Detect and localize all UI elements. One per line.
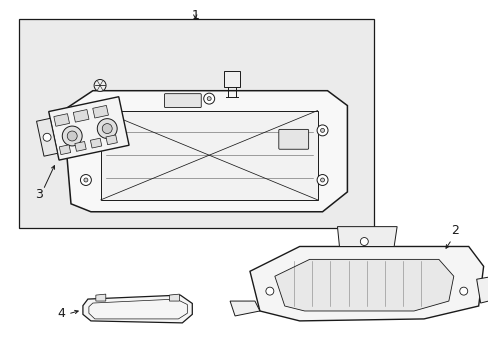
Polygon shape bbox=[90, 138, 102, 148]
Polygon shape bbox=[63, 91, 346, 212]
Circle shape bbox=[320, 178, 324, 182]
Text: 1: 1 bbox=[191, 9, 199, 22]
Polygon shape bbox=[337, 227, 396, 247]
Polygon shape bbox=[106, 135, 117, 145]
Text: 3: 3 bbox=[35, 188, 43, 201]
Circle shape bbox=[265, 287, 273, 295]
Circle shape bbox=[203, 93, 214, 104]
Text: 2: 2 bbox=[450, 224, 458, 237]
Circle shape bbox=[316, 175, 327, 185]
Circle shape bbox=[94, 80, 106, 91]
Circle shape bbox=[316, 125, 327, 136]
Polygon shape bbox=[476, 276, 488, 303]
FancyBboxPatch shape bbox=[164, 94, 201, 108]
Circle shape bbox=[97, 119, 117, 139]
Circle shape bbox=[80, 175, 91, 185]
Text: 4: 4 bbox=[57, 307, 65, 320]
Circle shape bbox=[80, 125, 91, 136]
Polygon shape bbox=[37, 118, 58, 156]
Polygon shape bbox=[101, 111, 317, 200]
Circle shape bbox=[43, 133, 51, 141]
Polygon shape bbox=[59, 145, 70, 155]
Polygon shape bbox=[93, 105, 108, 118]
Circle shape bbox=[459, 287, 467, 295]
Circle shape bbox=[84, 178, 88, 182]
Polygon shape bbox=[96, 294, 105, 301]
Circle shape bbox=[320, 129, 324, 132]
Polygon shape bbox=[75, 141, 86, 151]
Circle shape bbox=[62, 126, 82, 146]
Bar bbox=[19, 19, 373, 228]
Circle shape bbox=[360, 238, 367, 246]
Polygon shape bbox=[230, 301, 260, 316]
Polygon shape bbox=[49, 97, 129, 160]
FancyBboxPatch shape bbox=[278, 129, 308, 149]
Circle shape bbox=[84, 129, 88, 132]
Circle shape bbox=[207, 96, 211, 100]
Circle shape bbox=[102, 123, 112, 134]
Polygon shape bbox=[274, 260, 453, 311]
Polygon shape bbox=[169, 294, 179, 301]
Polygon shape bbox=[224, 71, 240, 87]
Polygon shape bbox=[83, 295, 192, 323]
Polygon shape bbox=[73, 109, 89, 122]
Polygon shape bbox=[249, 247, 483, 321]
Polygon shape bbox=[54, 114, 69, 126]
Circle shape bbox=[67, 131, 77, 141]
